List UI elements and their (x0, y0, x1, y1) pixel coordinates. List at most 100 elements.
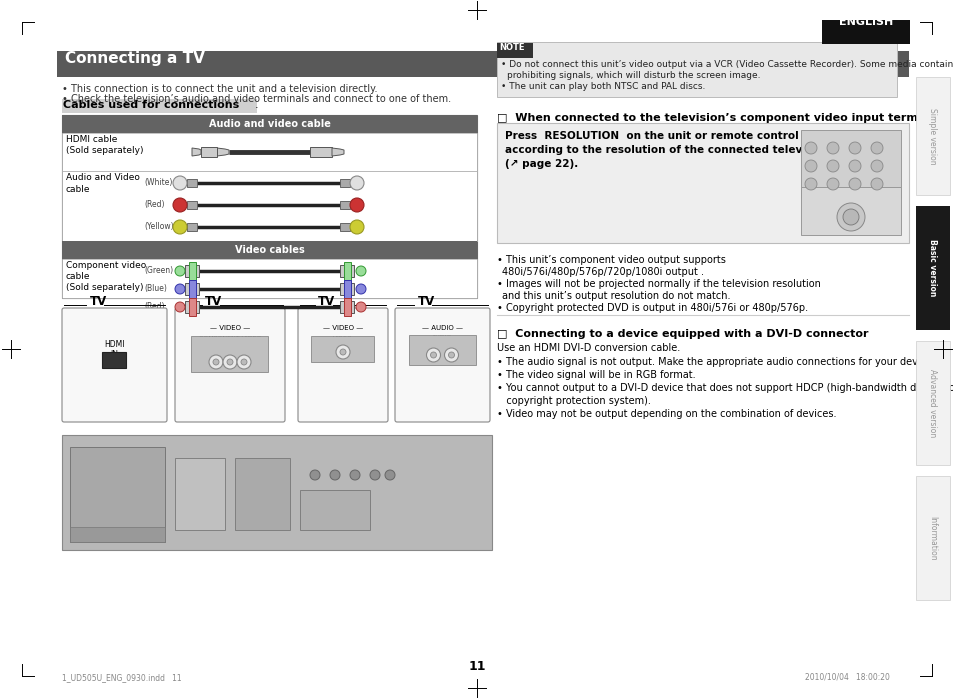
Text: Audio and video cable: Audio and video cable (209, 119, 330, 129)
Text: copyright protection system).: copyright protection system). (497, 396, 650, 406)
Bar (497, 43, 533, 58)
Text: HDMI cable: HDMI cable (66, 135, 117, 144)
Circle shape (444, 348, 458, 362)
Text: • Copyright protected DVD is output in 480i/576i or 480p/576p.: • Copyright protected DVD is output in 4… (497, 303, 807, 313)
Text: COMPONENT VIDEO
IN: COMPONENT VIDEO IN (198, 336, 261, 347)
Text: and this unit’s output resolution do not match.: and this unit’s output resolution do not… (501, 291, 730, 301)
Text: □  When connected to the television’s component video input terminal: □ When connected to the television’s com… (497, 113, 940, 123)
Bar (62, 259, 476, 298)
Bar (234, 458, 290, 530)
Bar (801, 130, 900, 198)
Text: according to the resolution of the connected television: according to the resolution of the conne… (504, 145, 829, 155)
Text: Advanced version: Advanced version (927, 369, 937, 437)
Circle shape (241, 359, 247, 365)
Bar (339, 223, 350, 231)
Circle shape (227, 359, 233, 365)
Circle shape (209, 355, 223, 369)
Text: RESOLUTION: RESOLUTION (805, 195, 856, 201)
Text: Simple version: Simple version (927, 107, 937, 164)
FancyBboxPatch shape (174, 308, 285, 422)
Text: (Red): (Red) (144, 302, 164, 311)
Text: — AUDIO —: — AUDIO — (421, 325, 462, 331)
Text: Component video: Component video (66, 261, 146, 270)
Bar (62, 171, 476, 241)
Circle shape (826, 142, 838, 154)
Circle shape (174, 302, 185, 312)
Text: • The audio signal is not output. Make the appropriate audio connections for you: • The audio signal is not output. Make t… (497, 357, 939, 367)
Circle shape (355, 284, 366, 294)
Bar (299, 490, 370, 530)
Bar (62, 115, 476, 298)
Text: Use an HDMI DVI-D conversion cable.: Use an HDMI DVI-D conversion cable. (497, 343, 679, 353)
Circle shape (804, 178, 816, 190)
Circle shape (339, 349, 346, 355)
Text: Press  RESOLUTION  on the unit or remote control: Press RESOLUTION on the unit or remote c… (504, 131, 798, 141)
Text: Connecting a TV: Connecting a TV (65, 50, 205, 66)
Bar (339, 301, 354, 313)
Circle shape (350, 176, 364, 190)
Polygon shape (216, 148, 229, 156)
Bar (62, 133, 476, 171)
Circle shape (355, 302, 366, 312)
FancyBboxPatch shape (62, 308, 167, 422)
Text: prohibiting signals, which will disturb the screen image.: prohibiting signals, which will disturb … (506, 71, 760, 80)
Text: 1_UD505U_ENG_0930.indd   11: 1_UD505U_ENG_0930.indd 11 (62, 673, 181, 682)
Text: • The video signal will be in RGB format.: • The video signal will be in RGB format… (497, 370, 695, 380)
Text: (Blue): (Blue) (144, 285, 167, 293)
Text: TV: TV (205, 295, 222, 308)
Circle shape (213, 359, 219, 365)
Circle shape (826, 178, 838, 190)
Bar (310, 147, 332, 157)
Circle shape (174, 284, 185, 294)
Circle shape (310, 470, 319, 480)
Bar (915, 206, 949, 330)
Text: (Sold separately): (Sold separately) (66, 283, 143, 292)
Bar (185, 283, 199, 295)
Circle shape (848, 142, 861, 154)
Text: Information: Information (927, 516, 937, 560)
Bar (497, 123, 908, 243)
Bar (915, 476, 949, 600)
Circle shape (355, 266, 366, 276)
Circle shape (174, 266, 185, 276)
Circle shape (842, 209, 858, 225)
Text: • Check the television’s audio and video terminals and connect to one of them.: • Check the television’s audio and video… (62, 94, 451, 104)
Text: (White): (White) (144, 179, 172, 188)
Text: □  Connecting to a device equipped with a DVI-D connector: □ Connecting to a device equipped with a… (497, 329, 867, 339)
Text: cable: cable (66, 272, 91, 281)
Circle shape (330, 470, 339, 480)
FancyBboxPatch shape (297, 308, 388, 422)
Text: HDMI
IN: HDMI IN (104, 340, 125, 359)
Circle shape (870, 160, 882, 172)
Circle shape (826, 160, 838, 172)
Text: — VIDEO —: — VIDEO — (322, 325, 363, 331)
Text: TV: TV (417, 295, 435, 308)
Text: 11: 11 (468, 660, 485, 673)
Text: (↗ page 22).: (↗ page 22). (504, 159, 578, 169)
Text: • The unit can play both NTSC and PAL discs.: • The unit can play both NTSC and PAL di… (500, 82, 704, 91)
Circle shape (385, 470, 395, 480)
Text: • Images will not be projected normally if the television resolution: • Images will not be projected normally … (497, 279, 820, 289)
Text: 480i/576i/480p/576p/720p/1080i output .: 480i/576i/480p/576p/720p/1080i output . (501, 267, 703, 277)
Text: • You cannot output to a DVI-D device that does not support HDCP (high-bandwidth: • You cannot output to a DVI-D device th… (497, 383, 953, 393)
Circle shape (870, 178, 882, 190)
Bar (62, 115, 476, 133)
Circle shape (223, 355, 236, 369)
Bar (187, 223, 196, 231)
Bar (201, 147, 216, 157)
Text: (Yellow): (Yellow) (144, 223, 173, 232)
Bar (339, 265, 354, 277)
Text: ENGLISH: ENGLISH (838, 17, 892, 27)
Text: • This connection is to connect the unit and a television directly.: • This connection is to connect the unit… (62, 84, 377, 94)
Bar (915, 77, 949, 195)
Bar (339, 283, 354, 295)
Text: (Green): (Green) (144, 267, 172, 276)
Text: Video cables: Video cables (234, 245, 304, 255)
Bar (189, 298, 195, 316)
Circle shape (350, 220, 364, 234)
Bar (187, 201, 196, 209)
Circle shape (848, 178, 861, 190)
Text: Basic version: Basic version (927, 239, 937, 297)
Circle shape (172, 220, 187, 234)
Circle shape (370, 470, 379, 480)
